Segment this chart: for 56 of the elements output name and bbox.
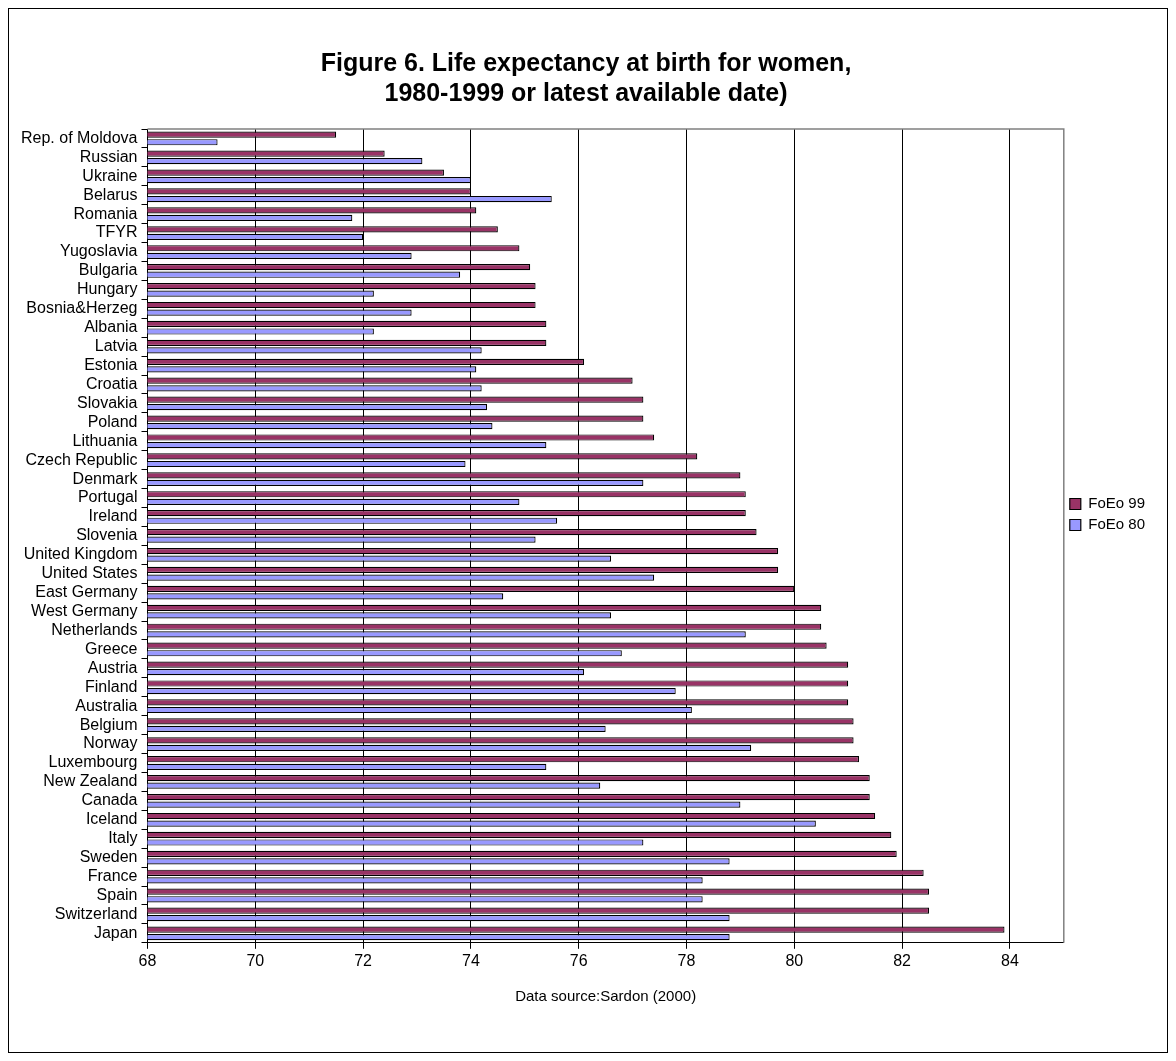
y-tick-label: Portugal	[77, 488, 138, 506]
y-tick-label: Hungary	[77, 280, 138, 298]
y-tick-label: Latvia	[94, 337, 138, 355]
y-tick-label: Italy	[108, 829, 138, 847]
y-tick-label: TFYR	[95, 223, 138, 241]
y-tick-label: Estonia	[84, 355, 138, 373]
y-tick-label: Switzerland	[54, 904, 138, 922]
y-tick-label: Bulgaria	[78, 261, 138, 279]
chart-title: Figure 6. Life expectancy at birth for women, 1980-1999 or latest available date)	[320, 47, 852, 106]
x-tick-label: 74	[462, 951, 480, 969]
y-tick-label: Poland	[87, 412, 138, 430]
y-tick-label: Denmark	[72, 469, 139, 487]
y-tick-label: West Germany	[31, 602, 138, 620]
y-tick-label: Bosnia&Herzeg	[26, 299, 138, 317]
y-tick-label: Norway	[83, 734, 138, 752]
y-tick-label: Greece	[85, 639, 138, 657]
y-tick-label: Croatia	[85, 374, 138, 392]
y-tick-label: Netherlands	[51, 620, 138, 638]
y-tick-label: Canada	[81, 791, 138, 809]
y-tick-label: Russian	[79, 147, 138, 165]
x-axis-title: Data source:Sardon (2000)	[515, 987, 697, 1005]
legend-label: FoEo 99	[1088, 494, 1146, 512]
x-tick-label: 82	[893, 951, 912, 969]
y-tick-label: France	[87, 866, 138, 884]
y-tick-label: Belarus	[83, 185, 138, 203]
y-tick-label: United Kingdom	[23, 545, 138, 563]
y-tick-label: Romania	[73, 204, 138, 222]
y-tick-label: Austria	[87, 658, 138, 676]
y-tick-label: East Germany	[35, 583, 138, 601]
y-tick-label: Slovakia	[77, 393, 138, 411]
y-tick-label: Ireland	[88, 507, 138, 525]
y-tick-label: Belgium	[79, 715, 138, 733]
y-tick-label: Luxembourg	[48, 753, 138, 771]
x-tick-label: 72	[354, 951, 373, 969]
y-tick-label: Sweden	[79, 848, 138, 866]
x-tick-label: 70	[246, 951, 265, 969]
y-tick-label: United States	[41, 564, 138, 582]
x-tick-label: 80	[785, 951, 804, 969]
y-tick-label: Iceland	[85, 810, 138, 828]
y-tick-label: Albania	[84, 318, 138, 336]
y-tick-label: Finland	[85, 677, 138, 695]
y-tick-label: Australia	[75, 696, 138, 714]
y-tick-label: Czech Republic	[25, 450, 138, 468]
y-tick-label: Ukraine	[82, 166, 138, 184]
y-tick-label: Yugoslavia	[60, 242, 138, 260]
y-tick-label: Slovenia	[76, 526, 138, 544]
y-tick-label: Lithuania	[72, 431, 138, 449]
legend-label: FoEo 80	[1088, 515, 1146, 533]
y-tick-label: Rep. of Moldova	[20, 128, 138, 146]
y-tick-label: Spain	[96, 885, 138, 903]
x-tick-label: 76	[569, 951, 588, 969]
y-tick-label: New Zealand	[43, 772, 138, 790]
y-tick-label: Japan	[93, 923, 138, 941]
x-tick-label: 78	[677, 951, 696, 969]
x-tick-label: 68	[138, 951, 157, 969]
x-tick-label: 84	[1001, 951, 1019, 969]
